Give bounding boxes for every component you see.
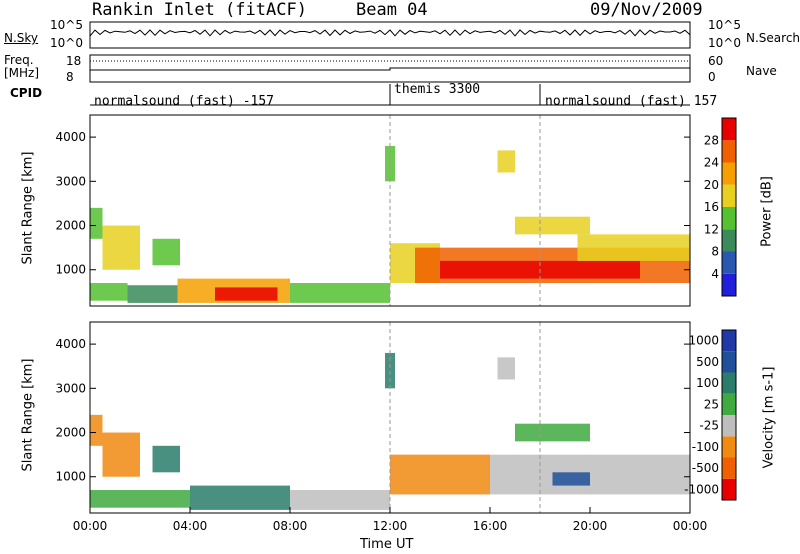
colorbar-tick-label: 1000 (688, 334, 719, 348)
time-xlabel: Time UT (360, 537, 414, 552)
colorbar-cell (722, 207, 736, 230)
colorbar-cell (722, 372, 736, 394)
freq-left-tick-top: 18 (66, 54, 82, 68)
colorbar-tick-label: 16 (704, 200, 719, 214)
noise-left-tick-top: 10^5 (50, 18, 83, 32)
colorbar-tick-label: -500 (692, 461, 719, 475)
data-region (497, 357, 515, 380)
noise-right-tick-bottom: 10^0 (708, 36, 741, 50)
y-tick-label: 3000 (55, 174, 86, 188)
colorbar-cell (722, 436, 736, 458)
data-region (90, 283, 128, 301)
nsearch-label: N.Search (746, 31, 800, 45)
colorbar-cell (722, 393, 736, 415)
data-region (152, 445, 180, 473)
y-tick-label: 1000 (55, 263, 86, 277)
colorbar-cell (722, 184, 736, 207)
colorbar-cell (722, 251, 736, 274)
cpid-label: CPID (10, 86, 43, 100)
x-tick-label: 04:00 (173, 519, 208, 533)
freq-trace (90, 67, 690, 71)
data-region (385, 352, 395, 389)
date-label: 09/Nov/2009 (590, 0, 703, 20)
freq-right-tick-bottom: 0 (708, 70, 716, 84)
colorbar-tick-label: 4 (711, 267, 719, 281)
panel-frame (89, 114, 691, 307)
x-tick-label: 00:00 (673, 519, 708, 533)
colorbar-cell (722, 478, 736, 500)
data-region (190, 485, 290, 510)
colorbar-cell (722, 140, 736, 163)
data-region (577, 234, 690, 261)
data-region (390, 454, 490, 495)
x-tick-label: 08:00 (273, 519, 308, 533)
colorbar-cell (722, 229, 736, 252)
noise-panel-frame (89, 21, 691, 49)
noise-trace (89, 29, 691, 38)
data-region (90, 414, 103, 446)
colorbar-tick-label: 25 (704, 397, 719, 411)
data-region (127, 285, 178, 303)
colorbar-cell (722, 415, 736, 437)
colorbar-cell (722, 273, 736, 296)
y-tick-label: 2000 (55, 426, 86, 440)
y-tick-label: 4000 (55, 337, 86, 351)
data-region (90, 490, 190, 508)
station-title: Rankin Inlet (fitACF) (92, 0, 307, 20)
noise-left-tick-bottom: 10^0 (50, 36, 83, 50)
cpid-segment-2: themis 3300 (394, 82, 481, 97)
colorbar-cell (722, 351, 736, 373)
colorbar-tick-label: -100 (692, 440, 719, 454)
data-region (497, 150, 515, 173)
data-region (385, 145, 395, 182)
colorbar-tick-label: 100 (696, 376, 719, 390)
colorbar-tick-label: 28 (704, 133, 719, 147)
data-region (515, 423, 590, 442)
data-region (90, 207, 103, 239)
y-tick-label: 3000 (55, 381, 86, 395)
colorbar-tick-label: -25 (699, 419, 719, 433)
beam-label: Beam 04 (356, 0, 428, 20)
x-tick-label: 16:00 (473, 519, 508, 533)
y-tick-label: 4000 (55, 130, 86, 144)
colorbar-frame (721, 329, 737, 501)
data-region (215, 287, 278, 301)
x-tick-label: 12:00 (373, 519, 408, 533)
freq-unit-label: [MHz] (4, 66, 40, 80)
data-region (290, 283, 390, 303)
freq-label: Freq. (4, 53, 34, 67)
data-region (515, 216, 590, 235)
data-region (102, 225, 140, 270)
colorbar-cell (722, 118, 736, 141)
noise-right-tick-top: 10^5 (708, 18, 741, 32)
colorbar-tick-label: 8 (711, 245, 719, 259)
colorbar-frame (721, 117, 737, 297)
colorbar-tick-label: 24 (704, 156, 719, 170)
freq-right-tick-top: 60 (708, 54, 724, 68)
colorbar-cell (722, 457, 736, 479)
freq-left-tick-bottom: 8 (66, 70, 74, 84)
data-region (152, 238, 180, 266)
colorbar-tick-label: 12 (704, 222, 719, 236)
data-region (102, 432, 140, 477)
colorbar-tick-label: -1000 (684, 482, 719, 496)
colorbar-tick-label: 20 (704, 178, 719, 192)
y-tick-label: 1000 (55, 470, 86, 484)
nave-label: Nave (746, 64, 777, 78)
data-region (290, 490, 390, 510)
y-tick-label: 2000 (55, 219, 86, 233)
colorbar-cell (722, 330, 736, 352)
nsky-label: N.Sky (4, 31, 39, 45)
colorbar-tick-label: 500 (696, 355, 719, 369)
x-tick-label: 20:00 (573, 519, 608, 533)
x-tick-label: 00:00 (73, 519, 108, 533)
colorbar-cell (722, 162, 736, 185)
data-region (552, 472, 590, 486)
